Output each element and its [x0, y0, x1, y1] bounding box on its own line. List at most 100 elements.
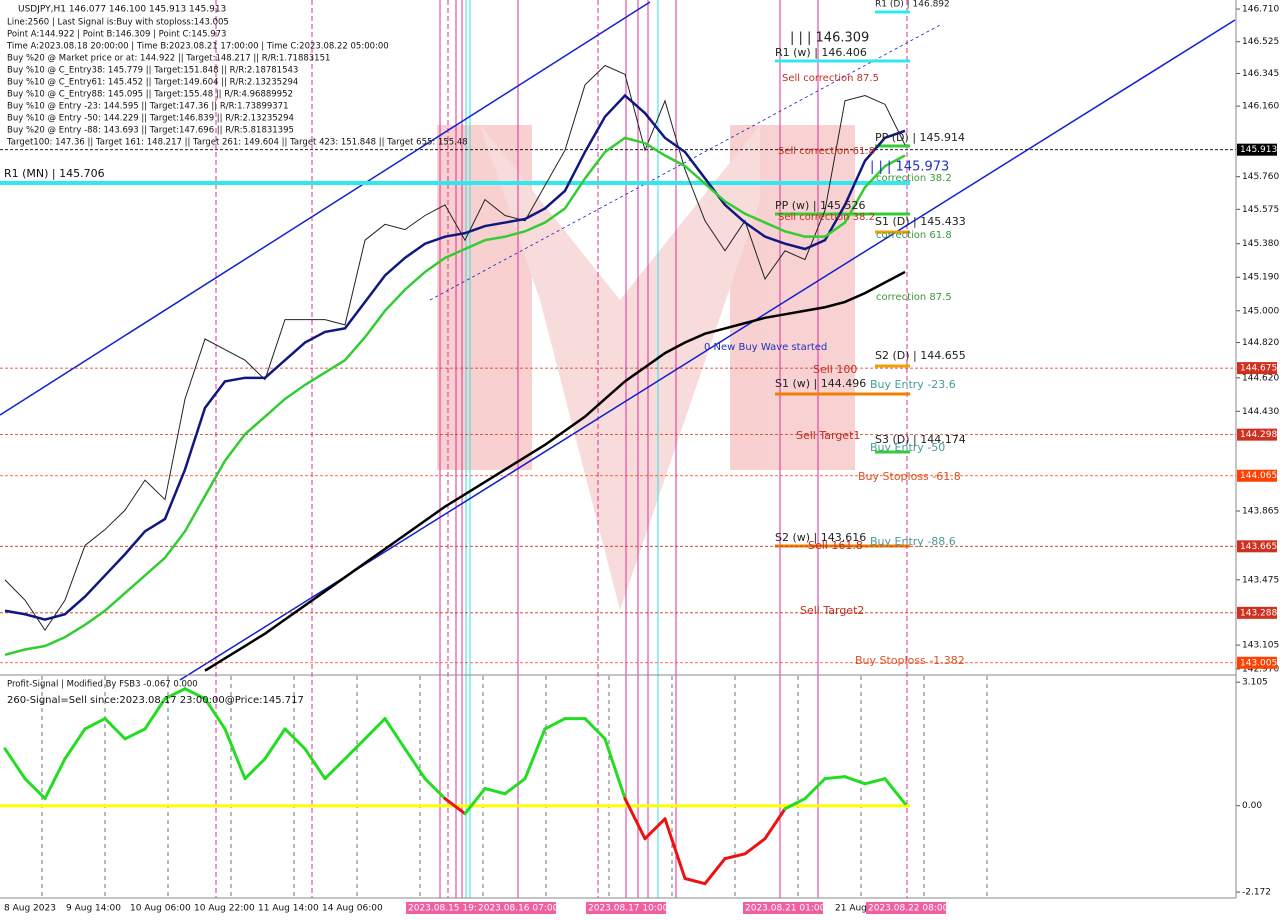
level-label: 143.288: [1240, 608, 1277, 618]
annotation: Sell 100: [813, 363, 857, 376]
oscillator-title: Profit-Signal | Modified By FSB3 -0.067 …: [7, 680, 198, 690]
annotation: Buy Entry -88.6: [870, 535, 956, 548]
level-label: 145.913: [1240, 145, 1277, 155]
signal-segment: [283, 727, 307, 751]
signal-segment: [623, 797, 647, 841]
signal-segment: [423, 777, 447, 801]
oscillator-subtitle: 260-Signal=Sell since:2023.08.17 23:00:0…: [7, 695, 304, 706]
y-tick-label: 3.105: [1242, 678, 1268, 688]
signal-segment: [583, 717, 607, 741]
signal-segment: [243, 757, 267, 781]
x-tick-label: 8 Aug 2023: [4, 904, 56, 914]
signal-segment: [743, 837, 767, 856]
signal-segment: [63, 727, 87, 761]
signal-segment: [643, 817, 667, 841]
annotation: S3 (D) | 144.174: [875, 433, 966, 446]
y-tick-label: 145.000: [1242, 306, 1279, 316]
x-label-box: [406, 902, 486, 914]
y-tick-label: 145.760: [1242, 172, 1279, 182]
x-tick-label: 9 Aug 14:00: [66, 904, 121, 914]
signal-segment: [3, 747, 27, 781]
y-tick-label: 146.345: [1242, 69, 1279, 79]
signal-segment: [183, 687, 207, 701]
signal-segment: [683, 877, 707, 886]
annotation: 0 New Buy Wave started: [704, 342, 827, 353]
x-tick-label: 11 Aug 14:00: [258, 904, 319, 914]
annotation: PP (w) | 145.526: [775, 199, 866, 212]
annotation: S2 (w) | 143.616: [775, 531, 866, 544]
level-tag: [1237, 428, 1277, 441]
channel-line: [429, 24, 941, 301]
signal-segment: [383, 717, 407, 751]
y-tick-label: 146.525: [1242, 37, 1279, 47]
info-line: Point A:144.922 | Point B:146.309 | Poin…: [7, 30, 226, 40]
signal-segment: [23, 777, 47, 801]
annotation: Buy Stoploss -1.382: [855, 654, 965, 667]
annotation: PP (D) | 145.914: [875, 131, 965, 144]
annotation: Sell correction 87.5: [782, 73, 879, 84]
annotation: Sell 161.8: [808, 539, 863, 552]
level-label: 144.065: [1240, 471, 1277, 481]
signal-segment: [363, 717, 387, 741]
x-tick-label: 10 Aug 22:00: [194, 904, 255, 914]
annotation: | | | 145.973: [870, 160, 949, 175]
y-tick-label: 146.710: [1242, 5, 1279, 15]
signal-segment: [103, 717, 127, 741]
x-tick-label: 14 Aug 06:00: [322, 904, 383, 914]
annotation: R1 (MN) | 145.706: [4, 167, 105, 180]
signal-segment: [843, 775, 867, 786]
series-line: [4, 64, 906, 632]
level-tag: [1237, 143, 1277, 156]
signal-segment: [883, 777, 907, 806]
info-line: Buy %20 @ Market price or at: 144.922 ||…: [7, 54, 330, 64]
level-tag: [1237, 606, 1277, 619]
annotation: | | | 146.309: [790, 31, 869, 46]
info-line: Buy %10 @ Entry -23: 144.595 || Target:1…: [7, 102, 288, 112]
signal-segment: [143, 697, 167, 731]
y-tick-label: 142.970: [1242, 664, 1279, 674]
oscillator-panel: 3.105 0.00 -2.172 Profit-Signal | Modified …: [0, 678, 1271, 898]
annotation: Buy Entry -23.6: [870, 378, 956, 391]
annotation: R1 (w) | 146.406: [775, 46, 867, 59]
signal-segment: [223, 727, 247, 781]
signal-segment: [83, 717, 107, 731]
level-label: 144.675: [1240, 364, 1277, 374]
series-line: [4, 93, 906, 621]
x-label-box: [743, 902, 823, 914]
info-line: Target100: 147.36 || Target 161: 148.217…: [6, 138, 468, 148]
x-label-box: [476, 902, 556, 914]
annotation: correction 87.5: [876, 292, 952, 303]
signal-segment: [43, 757, 67, 801]
signal-segment: [463, 787, 487, 816]
signal-segment: [263, 727, 287, 761]
info-line: Buy %10 @ C_Entry38: 145.779 || Target:1…: [7, 66, 298, 76]
info-line: Buy %20 @ Entry -88: 143.693 || Target:1…: [7, 126, 294, 136]
y-tick-label: 0.00: [1242, 801, 1262, 811]
annotation: Buy Stoploss -61.8: [858, 470, 961, 483]
level-tag: [1237, 469, 1277, 482]
signal-segment: [863, 777, 887, 786]
signal-segment: [663, 817, 687, 881]
x-tick-label: 21 Aug 14:00: [835, 904, 896, 914]
y-tick-label: 143.105: [1242, 641, 1279, 651]
level-tag: [1237, 362, 1277, 375]
x-tick-label: 2023.08.22 08:00: [868, 904, 949, 914]
x-tick-label: 2023.08.21 01:00: [745, 904, 826, 914]
info-line: Buy %10 @ C_Entry61: 145.452 || Target:1…: [7, 78, 298, 88]
x-tick-label: 10 Aug 06:00: [130, 904, 191, 914]
y-tick-label: 146.160: [1242, 102, 1279, 112]
annotation: S1 (w) | 144.496: [775, 377, 866, 390]
info-line: Time A:2023.08.18 20:00:00 | Time B:2023…: [6, 42, 389, 52]
annotation: correction 61.8: [876, 230, 952, 241]
signal-segment: [163, 687, 187, 701]
signal-segment: [823, 775, 847, 781]
signal-segment: [323, 757, 347, 781]
signal-segment: [403, 747, 427, 781]
signal-segment: [203, 697, 227, 731]
y-tick-label: 143.475: [1242, 575, 1279, 585]
signal-segment: [543, 717, 567, 731]
annotation: Sell correction 61.8: [778, 146, 875, 157]
x-label-box: [586, 902, 666, 914]
